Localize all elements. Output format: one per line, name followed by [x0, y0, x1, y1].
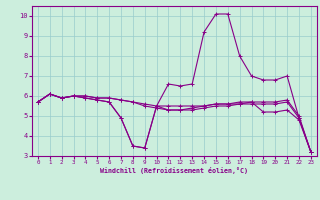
- X-axis label: Windchill (Refroidissement éolien,°C): Windchill (Refroidissement éolien,°C): [100, 167, 248, 174]
